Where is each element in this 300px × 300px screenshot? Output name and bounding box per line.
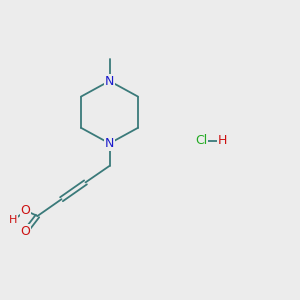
Text: H: H [9, 214, 17, 225]
Text: N: N [105, 137, 114, 150]
Text: O: O [21, 225, 30, 238]
Text: N: N [105, 74, 114, 88]
Text: H: H [217, 134, 227, 148]
Text: O: O [21, 204, 30, 217]
Text: Cl: Cl [195, 134, 207, 148]
